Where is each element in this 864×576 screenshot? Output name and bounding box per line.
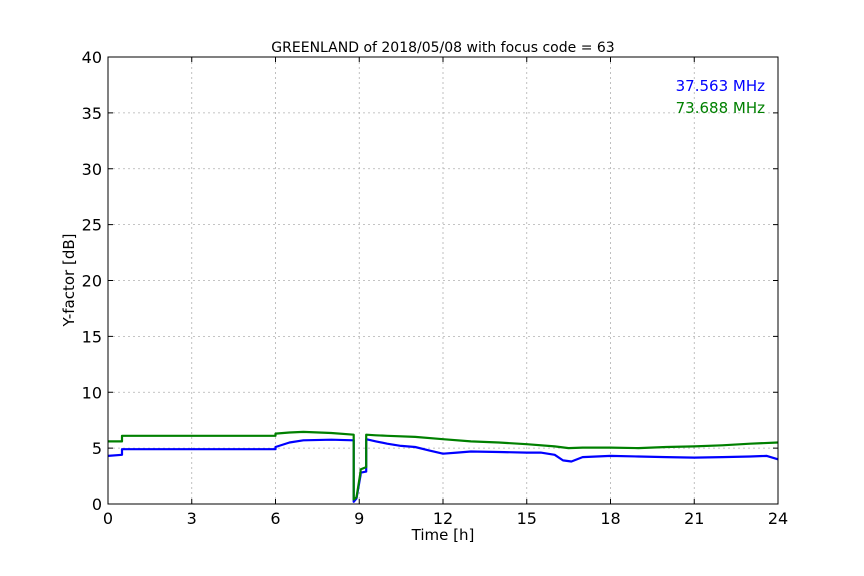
x-tick-label: 21 <box>684 509 704 528</box>
legend-entry-series-1: 37.563 MHz <box>676 77 765 95</box>
y-tick-label: 15 <box>82 327 102 346</box>
series-line-1 <box>107 438 779 503</box>
y-tick-label: 25 <box>82 216 102 235</box>
y-tick-label: 10 <box>82 383 102 402</box>
y-tick-label: 30 <box>82 160 102 179</box>
x-tick-label: 9 <box>354 509 364 528</box>
x-tick-label: 24 <box>768 509 788 528</box>
series-line-2 <box>108 430 779 501</box>
series-layer <box>107 430 779 503</box>
y-tick-label: 40 <box>82 48 102 67</box>
x-tick-label: 15 <box>517 509 537 528</box>
x-tick-label: 0 <box>103 509 113 528</box>
legend: 37.563 MHz 73.688 MHz <box>676 77 765 117</box>
x-tick-label: 6 <box>270 509 280 528</box>
y-axis-title: Y-factor [dB] <box>60 233 78 327</box>
y-tick-label: 0 <box>92 495 102 514</box>
y-tick-label: 35 <box>82 104 102 123</box>
x-tick-label: 3 <box>187 509 197 528</box>
chart-title: GREENLAND of 2018/05/08 with focus code … <box>271 40 614 56</box>
x-axis-title: Time [h] <box>411 526 475 544</box>
legend-entry-series-2: 73.688 MHz <box>676 99 765 117</box>
axis-ticks: 0 3 6 9 12 15 18 21 24 0 5 10 15 20 25 30 35 40 <box>82 48 789 528</box>
grid-lines <box>108 57 778 504</box>
x-tick-label: 18 <box>600 509 620 528</box>
y-tick-label: 20 <box>82 272 102 291</box>
y-tick-label: 5 <box>92 439 102 458</box>
x-tick-label: 12 <box>433 509 453 528</box>
